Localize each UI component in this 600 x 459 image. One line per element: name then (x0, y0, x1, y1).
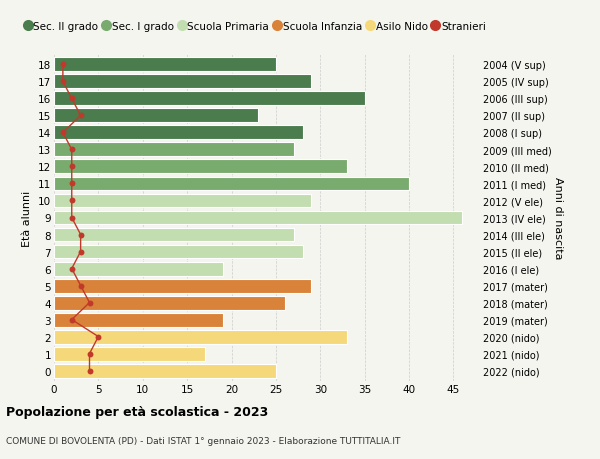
Point (67, 146, 77, 154)
Point (67, 180, 77, 188)
Point (67, 265, 77, 273)
Text: COMUNE DI BOVOLENTA (PD) - Dati ISTAT 1° gennaio 2023 - Elaborazione TUTTITALIA.: COMUNE DI BOVOLENTA (PD) - Dati ISTAT 1°… (6, 436, 400, 445)
Point (58, 78, 68, 86)
Point (94, 333, 103, 341)
Point (76, 112, 85, 120)
Point (67, 95, 77, 103)
Point (67, 316, 77, 324)
Point (67, 214, 77, 222)
Bar (54, 143, 293, 157)
Bar (54, 160, 347, 174)
Bar (54, 347, 205, 361)
Bar (54, 75, 311, 89)
Bar (54, 245, 302, 259)
Y-axis label: Età alunni: Età alunni (22, 190, 32, 246)
Bar (54, 126, 302, 140)
Bar (54, 296, 285, 310)
Bar (54, 92, 365, 106)
Point (58, 62, 68, 69)
Bar (54, 313, 223, 327)
Legend: Sec. II grado, Sec. I grado, Scuola Primaria, Scuola Infanzia, Asilo Nido, Stran: Sec. II grado, Sec. I grado, Scuola Prim… (21, 18, 490, 36)
Point (67, 197, 77, 205)
Point (76, 282, 85, 290)
Bar (54, 194, 311, 208)
Bar (54, 109, 258, 123)
Bar (54, 228, 293, 242)
Bar (54, 262, 223, 276)
Point (85, 350, 94, 358)
Point (67, 163, 77, 171)
Bar (54, 364, 276, 378)
Point (76, 248, 85, 256)
Bar (54, 330, 347, 344)
Point (58, 129, 68, 137)
Point (85, 367, 94, 375)
Bar (54, 177, 409, 191)
Bar (54, 211, 462, 225)
Bar (54, 279, 311, 293)
Y-axis label: Anni di nascita: Anni di nascita (553, 177, 563, 259)
Text: Popolazione per età scolastica - 2023: Popolazione per età scolastica - 2023 (6, 405, 268, 419)
Bar (54, 58, 276, 72)
Point (85, 299, 94, 307)
Point (76, 231, 85, 239)
